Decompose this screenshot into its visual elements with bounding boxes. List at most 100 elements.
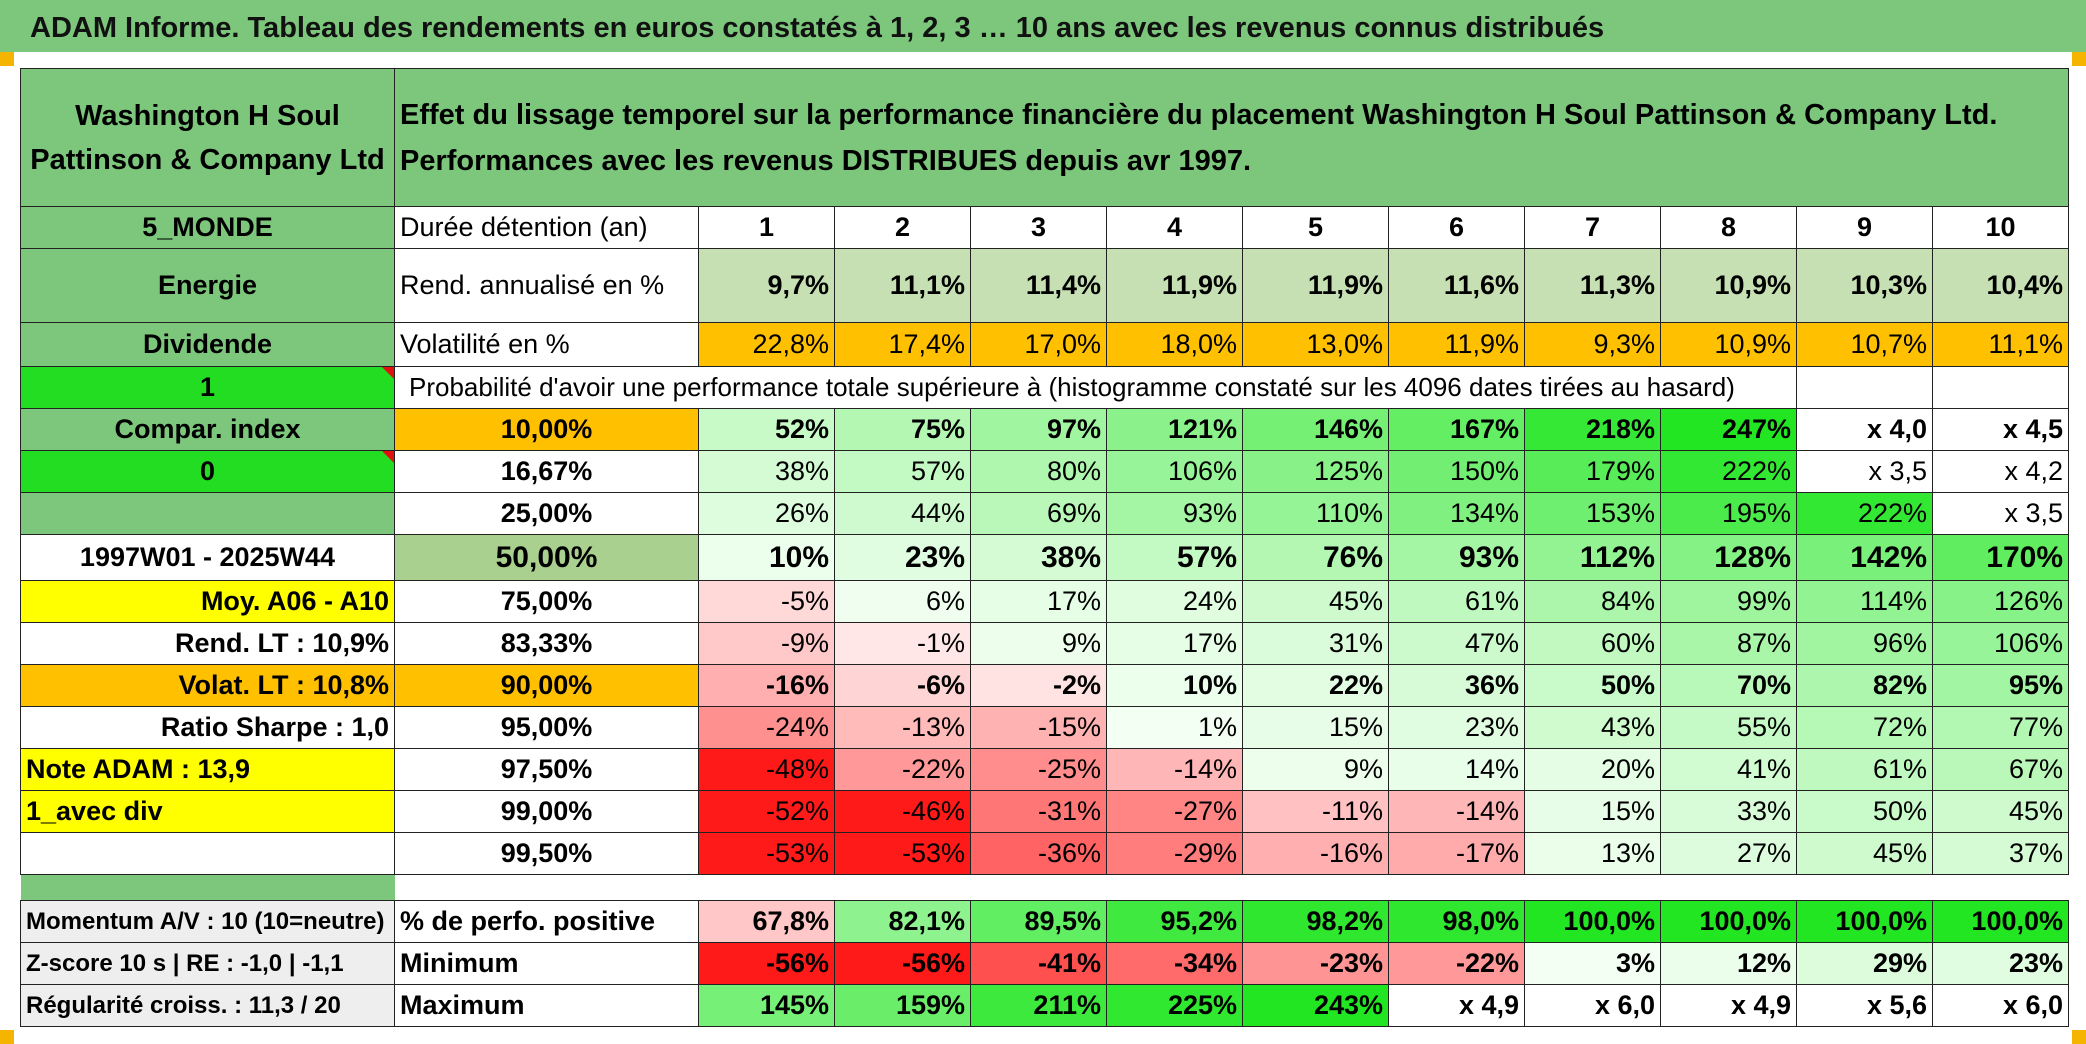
probability-value: 146% xyxy=(1242,408,1389,451)
probability-value: -15% xyxy=(970,706,1107,749)
summary-value: -56% xyxy=(698,942,835,985)
rend-lt-label: Rend. LT : 10,9% xyxy=(20,622,395,665)
probability-value: 97% xyxy=(970,408,1107,451)
rend-value: 11,6% xyxy=(1388,248,1525,323)
performance-table: Washington H Soul Pattinson & Company Lt… xyxy=(20,68,2069,1027)
probability-value: 179% xyxy=(1524,450,1661,493)
summary-value: 211% xyxy=(970,984,1107,1027)
summary-value: 98,2% xyxy=(1242,900,1389,943)
summary-value: 3% xyxy=(1524,942,1661,985)
probability-value: 93% xyxy=(1106,492,1243,535)
probability-value: -16% xyxy=(1242,832,1389,875)
empty-cell xyxy=(1796,366,1933,409)
vol-value: 13,0% xyxy=(1242,322,1389,367)
probability-value: -48% xyxy=(698,748,835,791)
probability-value: 47% xyxy=(1388,622,1525,665)
vol-value: 17,0% xyxy=(970,322,1107,367)
vol-label: Volatilité en % xyxy=(394,322,699,367)
summary-left-label: Z-score 10 s | RE : -1,0 | -1,1 xyxy=(20,942,395,985)
summary-value: -34% xyxy=(1106,942,1243,985)
corner-marker xyxy=(0,1030,14,1044)
probability-value: 36% xyxy=(1388,664,1525,707)
period-label: 1997W01 - 2025W44 xyxy=(20,534,395,581)
year-header: 9 xyxy=(1796,206,1933,249)
probability-value: 222% xyxy=(1660,450,1797,493)
vol-value: 11,9% xyxy=(1388,322,1525,367)
probability-value: 60% xyxy=(1524,622,1661,665)
corner-marker xyxy=(0,52,14,66)
probability-value: 114% xyxy=(1796,580,1933,623)
probability-value: 61% xyxy=(1796,748,1933,791)
year-header: 4 xyxy=(1106,206,1243,249)
summary-row: Momentum A/V : 10 (10=neutre)% de perfo.… xyxy=(20,900,2069,943)
probability-row: Volat. LT : 10,8% 90,00% -16% -6% -2% 10% 22% 3… xyxy=(20,664,2069,707)
summary-value: x 6,0 xyxy=(1524,984,1661,1027)
probability-threshold: 99,50% xyxy=(394,832,699,875)
summary-value: 225% xyxy=(1106,984,1243,1027)
probability-value: 128% xyxy=(1660,534,1797,581)
summary-value: -22% xyxy=(1388,942,1525,985)
probability-label: Probabilité d'avoir une performance tota… xyxy=(394,366,1797,409)
summary-value: x 6,0 xyxy=(1932,984,2069,1027)
probability-value: -22% xyxy=(834,748,971,791)
summary-label: Minimum xyxy=(394,942,699,985)
probability-value: 9% xyxy=(970,622,1107,665)
probability-value: 10% xyxy=(698,534,835,581)
probability-value: 93% xyxy=(1388,534,1525,581)
probability-value: 167% xyxy=(1388,408,1525,451)
vol-value: 11,1% xyxy=(1932,322,2069,367)
probability-row: 1_avec div 99,00% -52% -46% -31% -27% -11% -14%… xyxy=(20,790,2069,833)
probability-row: Compar. index 10,00% 52% 75% 97% 121% 146% 167%… xyxy=(20,408,2069,451)
probability-value: 77% xyxy=(1932,706,2069,749)
probability-value: -36% xyxy=(970,832,1107,875)
probability-value: 195% xyxy=(1660,492,1797,535)
summary-row: Z-score 10 s | RE : -1,0 | -1,1 Minimum -5… xyxy=(20,942,2069,985)
summary-value: -56% xyxy=(834,942,971,985)
probability-value: x 4,0 xyxy=(1796,408,1933,451)
year-header: 5 xyxy=(1242,206,1389,249)
probability-value: 70% xyxy=(1660,664,1797,707)
probability-value: 61% xyxy=(1388,580,1525,623)
probability-value: 95% xyxy=(1932,664,2069,707)
region-label: 5_MONDE xyxy=(20,206,395,249)
type-label: Dividende xyxy=(20,322,395,367)
year-header: 10 xyxy=(1932,206,2069,249)
vol-value: 17,4% xyxy=(834,322,971,367)
probability-value: 6% xyxy=(834,580,971,623)
probability-value: 55% xyxy=(1660,706,1797,749)
probability-value: 96% xyxy=(1796,622,1933,665)
rend-value: 9,7% xyxy=(698,248,835,323)
probability-row: 1997W01 - 2025W44 50,00% 10% 23% 38% 57% 76% 93… xyxy=(20,534,2069,581)
page-title: ADAM Informe. Tableau des rendements en … xyxy=(0,0,2086,52)
probability-value: 45% xyxy=(1242,580,1389,623)
probability-value: 38% xyxy=(698,450,835,493)
probability-value: 76% xyxy=(1242,534,1389,581)
vol-value: 10,9% xyxy=(1660,322,1797,367)
probability-value: 99% xyxy=(1660,580,1797,623)
vol-value: 9,3% xyxy=(1524,322,1661,367)
probability-value: 218% xyxy=(1524,408,1661,451)
probability-value: 247% xyxy=(1660,408,1797,451)
probability-value: 37% xyxy=(1932,832,2069,875)
summary-value: 243% xyxy=(1242,984,1389,1027)
probability-value: -2% xyxy=(970,664,1107,707)
probability-value: 15% xyxy=(1524,790,1661,833)
probability-value: 57% xyxy=(1106,534,1243,581)
probability-value: -17% xyxy=(1388,832,1525,875)
probability-threshold: 99,00% xyxy=(394,790,699,833)
year-header: 8 xyxy=(1660,206,1797,249)
headline-line-2: Performances avec les revenus DISTRIBUES… xyxy=(400,144,1252,177)
probability-value: 150% xyxy=(1388,450,1525,493)
probability-row: Ratio Sharpe : 1,0 95,00% -24% -13% -15% 1% 15… xyxy=(20,706,2069,749)
probability-value: 38% xyxy=(970,534,1107,581)
summary-left-label: Momentum A/V : 10 (10=neutre) xyxy=(20,900,395,943)
probability-threshold: 95,00% xyxy=(394,706,699,749)
vol-value: 18,0% xyxy=(1106,322,1243,367)
probability-value: -46% xyxy=(834,790,971,833)
rend-value: 11,4% xyxy=(970,248,1107,323)
rend-value: 11,3% xyxy=(1524,248,1661,323)
summary-value: -41% xyxy=(970,942,1107,985)
duration-label: Durée détention (an) xyxy=(394,206,699,249)
probability-row: Note ADAM : 13,9 97,50% -48% -22% -25% -14% 9%… xyxy=(20,748,2069,791)
year-header: 6 xyxy=(1388,206,1525,249)
